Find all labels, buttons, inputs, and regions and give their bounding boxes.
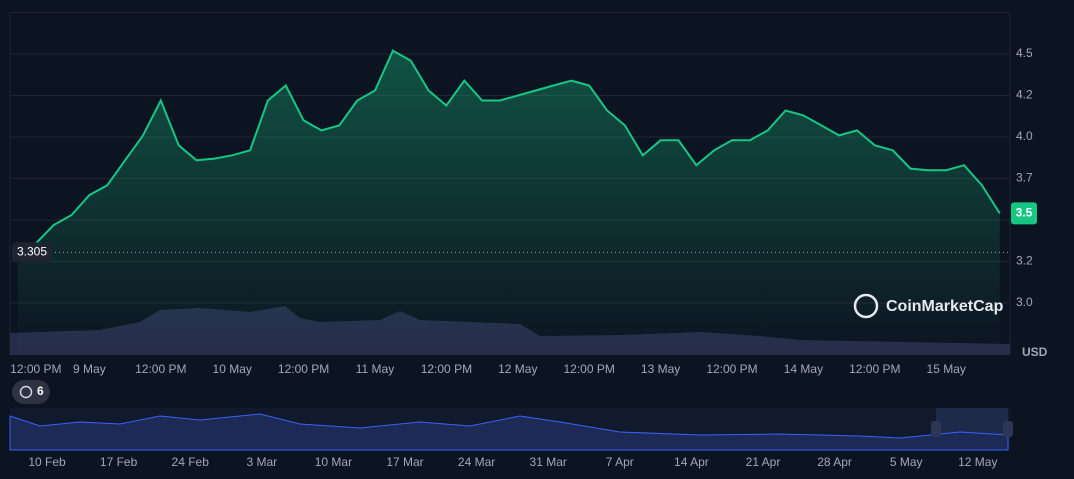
plot: [17, 49, 1010, 355]
y-tick-label: 3.7: [1016, 171, 1033, 185]
y-tick-label: 3.2: [1016, 254, 1033, 268]
navigator-label: 21 Apr: [746, 455, 781, 469]
watermark: CoinMarketCap: [886, 298, 1004, 315]
y-tick-label: 4.2: [1016, 88, 1033, 102]
navigator-label: 3 Mar: [246, 455, 277, 469]
x-tick-label: 12 May: [498, 362, 537, 376]
navigator-label: 7 Apr: [606, 455, 634, 469]
navigator-line: [9, 413, 1009, 451]
navigator-label: 10 Mar: [315, 455, 352, 469]
x-tick-label: 12:00 PM: [10, 362, 61, 376]
navigator-handle[interactable]: [1003, 421, 1013, 437]
current-price-label: 3.5: [1016, 206, 1033, 220]
navigator-label: 5 May: [890, 455, 923, 469]
navigator-label: 17 Mar: [386, 455, 423, 469]
y-tick-label: 4.5: [1016, 46, 1033, 60]
history-count: 6: [37, 384, 44, 398]
navigator-handle[interactable]: [931, 421, 941, 437]
navigator-label: 12 May: [958, 455, 997, 469]
navigator-axis: 10 Feb 17 Feb 24 Feb 3 Mar 10 Mar 17 Mar 24 Ma…: [28, 455, 997, 469]
x-tick-label: 13 May: [641, 362, 680, 376]
y-tick-label: 3.0: [1016, 295, 1033, 309]
x-tick-label: 12:00 PM: [135, 362, 186, 376]
x-tick-label: 9 May: [73, 362, 106, 376]
navigator-label: 17 Feb: [100, 455, 138, 469]
x-tick-label: 15 May: [927, 362, 966, 376]
reference-label: 3.305: [17, 245, 47, 259]
current-price-tag: [1011, 202, 1037, 225]
x-tick-label: 12:00 PM: [706, 362, 757, 376]
x-tick-label: 12:00 PM: [564, 362, 615, 376]
x-tick-label: 11 May: [356, 362, 394, 376]
y-tick-label: 4.0: [1016, 129, 1033, 143]
price-line: [17, 49, 1001, 256]
x-tick-label: 10 May: [213, 362, 252, 376]
reference-tag: [12, 242, 52, 263]
x-tick-label: 14 May: [784, 362, 823, 376]
navigator-label: 31 Mar: [530, 455, 567, 469]
history-icon: [19, 385, 33, 399]
navigator-label: 24 Feb: [172, 455, 210, 469]
navigator-label: 24 Mar: [458, 455, 495, 469]
price-area: [18, 50, 1000, 355]
navigator-label: 14 Apr: [674, 455, 709, 469]
x-tick-label: 12:00 PM: [849, 362, 900, 376]
x-tick-label: 12:00 PM: [421, 362, 472, 376]
currency-label: USD: [1022, 345, 1048, 359]
logo: [853, 293, 879, 319]
x-tick-label: 12:00 PM: [278, 362, 329, 376]
navigator-label: 10 Feb: [28, 455, 66, 469]
navigator-label: 28 Apr: [817, 455, 852, 469]
